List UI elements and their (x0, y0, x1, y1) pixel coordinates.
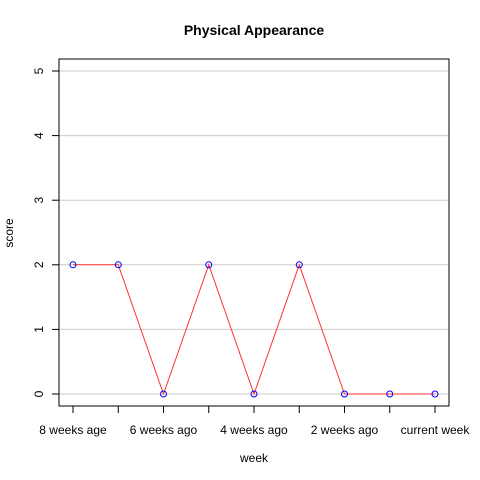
data-point-5 (295, 261, 303, 269)
data-point-2 (160, 390, 167, 398)
y-tick-label-4: 4 (32, 132, 46, 139)
x-tick-label-3: 2 weeks ago (311, 423, 379, 437)
data-point-7 (386, 390, 394, 398)
data-point-0 (69, 261, 77, 269)
x-tick-label-1: 6 weeks ago (130, 423, 198, 437)
chart-title: Physical Appearance (184, 22, 325, 38)
y-tick-label-1: 1 (32, 326, 46, 333)
y-tick-label-5: 5 (32, 67, 46, 74)
data-point-4 (250, 390, 258, 398)
series-layer (69, 261, 439, 398)
x-tick-label-4: current week (401, 423, 471, 437)
data-point-1 (114, 261, 122, 269)
y-tick-label-0: 0 (32, 390, 46, 397)
data-point-8 (431, 390, 439, 398)
x-axis-label: week (239, 451, 269, 465)
x-axis: 8 weeks age 6 weeks ago 4 weeks ago 2 weeks… (39, 405, 471, 437)
y-tick-label-3: 3 (32, 197, 46, 204)
y-tick-label-2: 2 (32, 261, 46, 268)
y-axis: 0 1 2 3 4 5 (32, 67, 60, 397)
x-tick-label-2: 4 weeks ago (220, 423, 288, 437)
data-point-3 (205, 261, 213, 269)
y-axis-label: score (2, 218, 16, 248)
data-point-6 (341, 390, 348, 398)
series-line-0 (73, 263, 435, 396)
x-tick-label-0: 8 weeks age (39, 423, 107, 437)
